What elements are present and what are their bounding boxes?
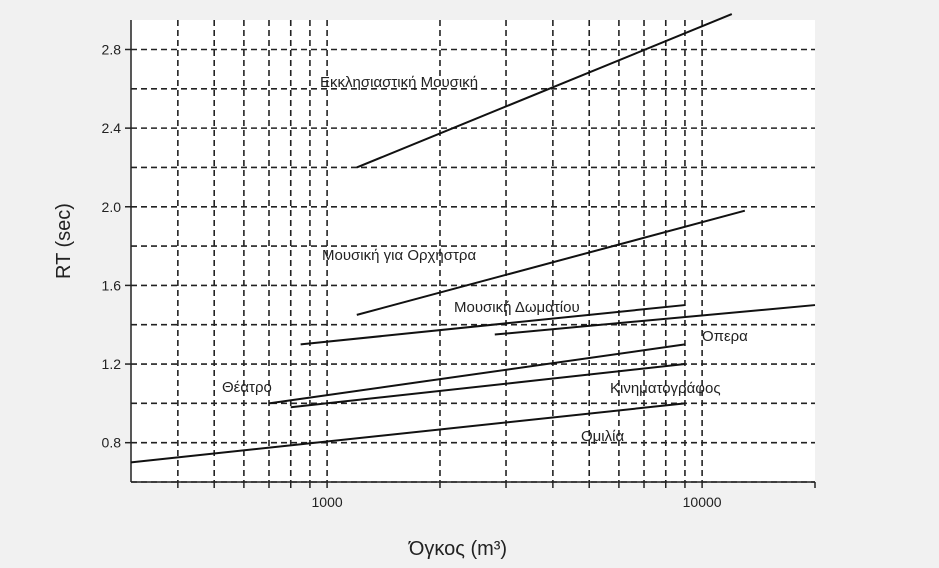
y-tick-label: 1.6 — [102, 277, 122, 293]
series-label: Μουσική Δωματίου — [454, 299, 580, 316]
series-label: Κινηματογράφος — [610, 380, 721, 397]
series-label: Μουσική για Ορχήστρα — [322, 247, 476, 264]
series-label: Εκκλησιαστική Μουσική — [320, 74, 478, 91]
series-label: Θέατρο — [222, 379, 272, 396]
series-line — [356, 13, 733, 169]
y-tick-label: 2.8 — [102, 41, 122, 57]
y-axis-label: RT (sec) — [53, 203, 75, 279]
series-line — [494, 304, 816, 336]
series-label: Όπερα — [701, 328, 748, 345]
series-line — [268, 343, 686, 405]
y-tick-label: 0.8 — [102, 435, 122, 451]
series-label: Ομιλία — [581, 428, 624, 445]
y-tick-label: 1.2 — [102, 356, 122, 372]
series-line — [290, 363, 686, 409]
series-line — [300, 304, 686, 346]
x-tick-label: 1000 — [312, 494, 343, 510]
series-line — [356, 209, 746, 316]
series-line — [130, 402, 686, 464]
x-tick-label: 10000 — [683, 494, 722, 510]
y-tick-label: 2.0 — [102, 199, 122, 215]
y-tick-label: 2.4 — [102, 120, 122, 136]
plot-area — [131, 20, 815, 482]
x-axis-label: Όγκος (m³) — [408, 538, 507, 560]
